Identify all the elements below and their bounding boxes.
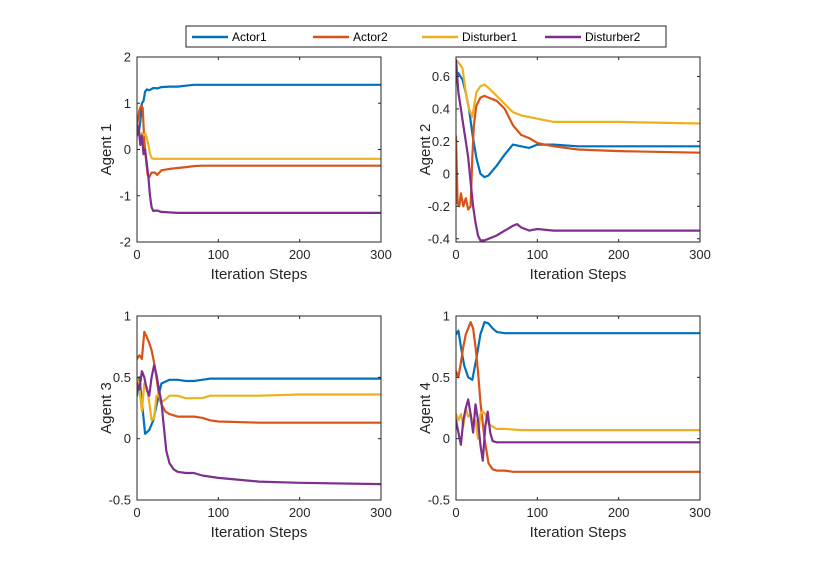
y-tick-label: -0.2 (428, 199, 450, 214)
x-tick-label: 0 (452, 505, 459, 520)
y-tick-label: -0.4 (428, 231, 450, 246)
x-tick-label: 100 (526, 505, 548, 520)
y-tick-label: 1 (124, 96, 131, 111)
x-tick-label: 100 (207, 247, 229, 262)
y-tick-label: 0 (443, 431, 450, 446)
series-line-actor2 (137, 330, 381, 424)
x-tick-label: 300 (689, 247, 711, 262)
y-tick-label: -1 (119, 188, 131, 203)
axes-box (455, 56, 701, 243)
x-tick-label: 300 (689, 505, 711, 520)
x-tick-label: 100 (207, 505, 229, 520)
series-line-actor1 (456, 72, 700, 179)
x-tick-label: 300 (370, 247, 392, 262)
y-tick-label: 1 (124, 309, 131, 324)
x-tick-label: 200 (289, 505, 311, 520)
series-line-disturber1 (137, 127, 381, 160)
series-line-actor2 (456, 321, 700, 473)
y-tick-label: 0.2 (432, 134, 450, 149)
series-line-actor2 (456, 94, 700, 211)
y-axis-label: Agent 1 (98, 124, 115, 176)
legend-label-disturber2: Disturber2 (585, 30, 641, 44)
series-line-disturber1 (456, 406, 700, 440)
series-line-disturber1 (456, 59, 700, 125)
axes-box (455, 315, 701, 501)
series-line-actor1 (137, 83, 381, 135)
x-tick-label: 0 (133, 505, 140, 520)
y-axis-label: Agent 3 (98, 382, 115, 434)
series-line-disturber2 (137, 364, 381, 486)
y-tick-label: 0 (124, 142, 131, 157)
series-line-actor2 (137, 104, 381, 179)
series-line-disturber2 (456, 398, 700, 462)
y-tick-label: -2 (119, 235, 131, 250)
x-tick-label: 0 (133, 247, 140, 262)
series-line-disturber2 (137, 125, 381, 214)
y-axis-label: Agent 2 (417, 124, 434, 176)
legend: Actor1 Actor2 Disturber1 Disturber2 (185, 25, 667, 48)
x-axis-label: Iteration Steps (211, 524, 308, 541)
x-tick-label: 100 (526, 247, 548, 262)
y-tick-label: 0 (443, 166, 450, 181)
y-tick-label: 0.5 (113, 370, 131, 385)
series-line-disturber2 (456, 59, 700, 242)
legend-label-actor2: Actor2 (353, 30, 388, 44)
panel-1: 0 100 200 300 -2 -1 0 1 2 Iteration Steps Agent 1 (98, 50, 392, 284)
y-tick-label: 0.5 (432, 370, 450, 385)
series-group (137, 83, 381, 214)
series-line-actor1 (456, 321, 700, 381)
y-tick-label: -0.5 (109, 493, 131, 508)
x-tick-label: 0 (452, 247, 459, 262)
x-axis-label: Iteration Steps (530, 524, 627, 541)
y-axis-label: Agent 4 (417, 382, 434, 434)
series-group (456, 59, 700, 242)
x-axis-label: Iteration Steps (211, 266, 308, 283)
x-axis-label: Iteration Steps (530, 266, 627, 283)
panel-2: 0 100 200 300 -0.4 -0.2 0 0.2 0.4 0.6 Iteration St… (417, 56, 711, 283)
y-tick-label: 0.6 (432, 69, 450, 84)
series-line-disturber1 (137, 376, 381, 422)
y-tick-label: 0.4 (432, 101, 450, 116)
legend-label-actor1: Actor1 (232, 30, 267, 44)
series-group (456, 321, 700, 473)
x-tick-label: 300 (370, 505, 392, 520)
y-tick-label: -0.5 (428, 493, 450, 508)
series-line-actor1 (137, 376, 381, 435)
y-tick-label: 2 (124, 50, 131, 65)
y-tick-label: 1 (443, 309, 450, 324)
x-tick-label: 200 (608, 505, 630, 520)
legend-label-disturber1: Disturber1 (462, 30, 518, 44)
x-tick-label: 200 (608, 247, 630, 262)
series-group (137, 330, 381, 486)
y-tick-label: 0 (124, 431, 131, 446)
x-tick-label: 200 (289, 247, 311, 262)
axes-box (136, 315, 382, 501)
